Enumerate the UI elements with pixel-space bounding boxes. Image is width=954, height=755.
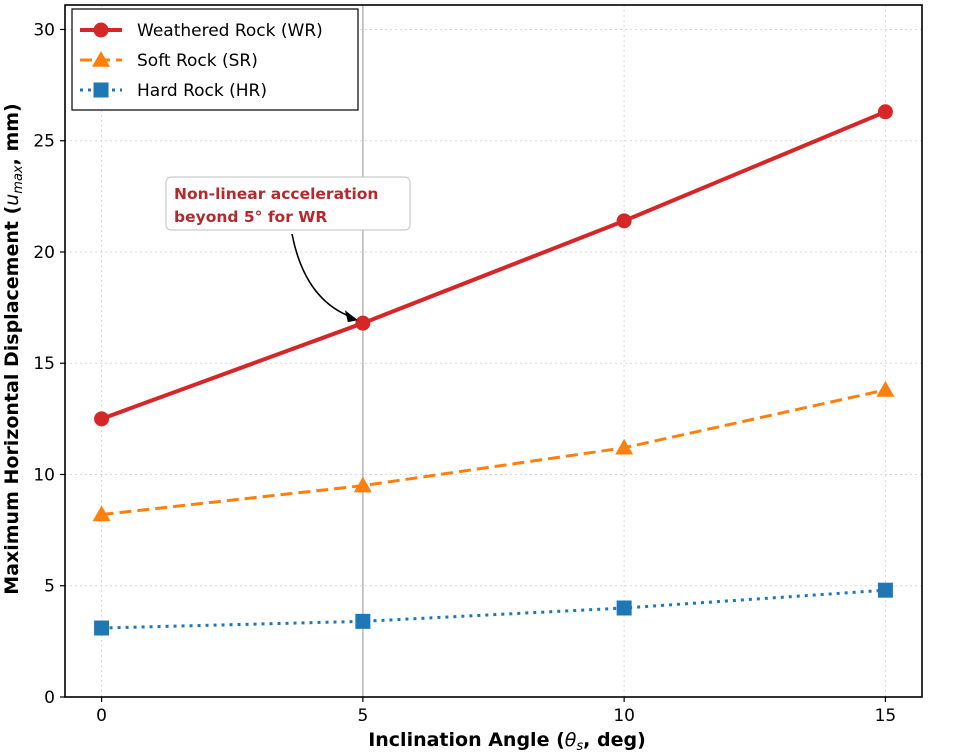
annotation-arrowhead: [344, 310, 358, 323]
x-tick-label: 15: [875, 706, 897, 726]
legend-marker: [93, 22, 109, 38]
y-tick-label: 20: [33, 243, 55, 263]
x-tick-label: 0: [96, 706, 107, 726]
y-tick-label: 0: [44, 688, 55, 708]
data-point: [615, 438, 634, 455]
legend-label: Hard Rock (HR): [137, 81, 267, 101]
data-point: [616, 213, 632, 229]
series-line: [100, 109, 887, 421]
data-point: [94, 620, 110, 636]
y-tick-label: 5: [44, 577, 55, 597]
data-point: [877, 582, 893, 598]
series-layer: [92, 104, 895, 636]
data-point: [877, 104, 893, 120]
ticks: 0 5 10 15 20 25 30 0 5 10 15: [33, 20, 896, 726]
data-point: [616, 600, 632, 616]
data-point: [353, 476, 372, 493]
y-tick-label: 25: [33, 132, 55, 152]
y-tick-label: 10: [33, 465, 55, 485]
series-0: [94, 104, 893, 427]
data-point: [355, 315, 371, 331]
series-1: [92, 380, 895, 522]
legend-marker: [93, 82, 109, 98]
data-point: [92, 505, 111, 522]
y-tick-label: 30: [33, 20, 55, 40]
data-point: [94, 411, 110, 427]
series-line: [101, 588, 886, 630]
legend: Weathered Rock (WR) Soft Rock (SR) Hard Ro…: [71, 8, 359, 111]
series-line: [101, 388, 886, 517]
legend-label: Soft Rock (SR): [137, 51, 258, 71]
y-axis-title: Maximum Horizontal Displacement (umax, m…: [1, 103, 26, 595]
x-axis-title: Inclination Angle (θs, deg): [368, 729, 646, 754]
annotation-arrow: [291, 233, 353, 318]
annotation: Non-linear acceleration beyond 5° for WR: [165, 176, 411, 323]
annotation-box: [165, 176, 411, 231]
annotation-line-2: beyond 5° for WR: [174, 208, 327, 226]
x-tick-label: 10: [613, 706, 635, 726]
data-point: [355, 613, 371, 629]
data-point: [876, 380, 895, 397]
legend-label: Weathered Rock (WR): [137, 21, 323, 41]
series-2: [94, 582, 893, 636]
plot-frame: [64, 4, 923, 698]
x-tick-label: 5: [357, 706, 368, 726]
annotation-line-1: Non-linear acceleration: [174, 185, 378, 203]
y-tick-label: 15: [33, 354, 55, 374]
legend-marker: [92, 51, 110, 67]
